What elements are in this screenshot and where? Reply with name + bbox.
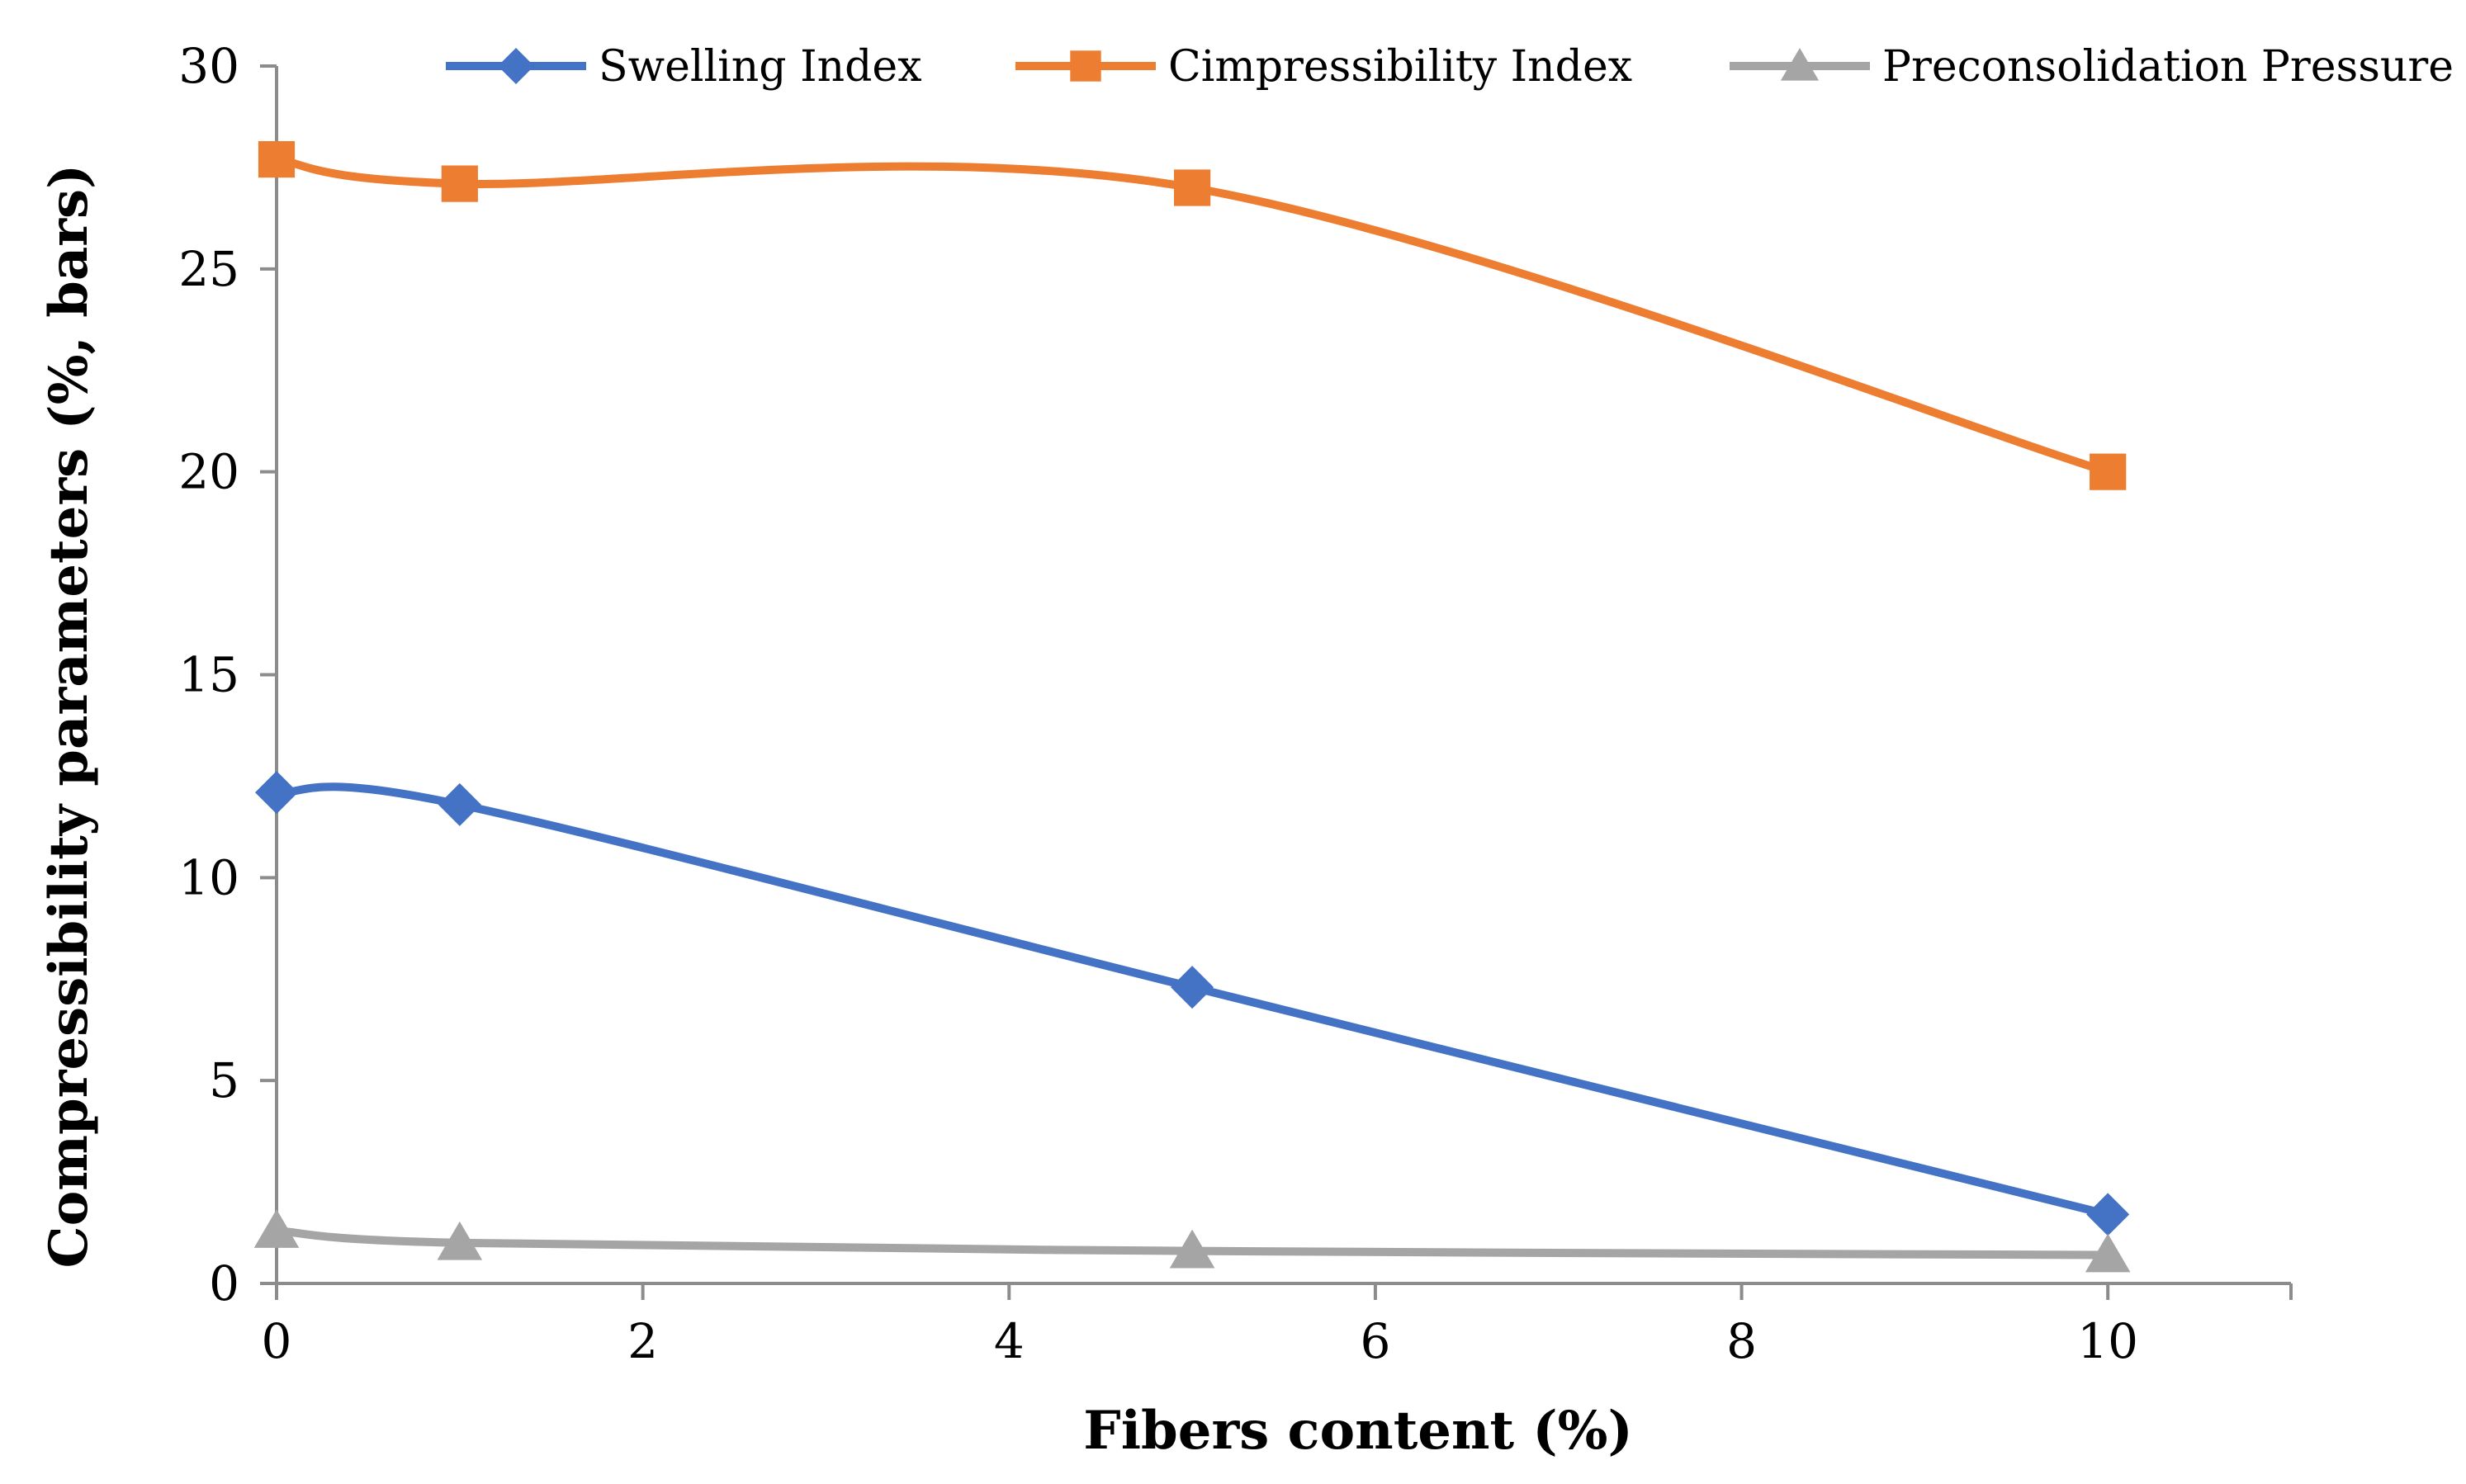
- legend: Swelling Index Cimpressibility Index Preco…: [446, 42, 2454, 92]
- y-tick-label: 25: [178, 241, 239, 297]
- y-tick-label: 0: [209, 1255, 239, 1311]
- data-point-swelling-index: [255, 771, 298, 815]
- legend-marker: [498, 48, 534, 84]
- series-layer: [253, 140, 2131, 1273]
- axes: 0 5 10 15 20 25 30 0 2 4 6 8 10: [178, 38, 2293, 1369]
- legend-label: Cimpressibility Index: [1168, 42, 1632, 92]
- data-point-swelling-index: [1171, 966, 1214, 1009]
- y-tick-label: 30: [178, 38, 239, 94]
- data-point-cimpressibility-index: [2090, 453, 2127, 490]
- data-point-preconsolidation-pressure: [2085, 1233, 2131, 1273]
- data-point-swelling-index: [2086, 1193, 2130, 1236]
- legend-marker: [1780, 48, 1820, 81]
- data-point-swelling-index: [438, 782, 481, 826]
- legend-item-swelling-index: Swelling Index: [446, 42, 922, 92]
- y-tick-label: 15: [178, 647, 239, 703]
- series-line-preconsolidation-pressure: [272, 1226, 2113, 1260]
- legend-marker: [1070, 50, 1101, 82]
- data-point-cimpressibility-index: [441, 165, 478, 202]
- series-line-swelling-index: [272, 782, 2113, 1219]
- y-tick-label: 5: [209, 1052, 239, 1108]
- x-tick-label: 2: [627, 1313, 658, 1369]
- legend-label: Swelling Index: [599, 42, 922, 92]
- y-tick-label: 20: [178, 444, 239, 500]
- x-tick-label: 6: [1360, 1313, 1390, 1369]
- series-swelling-index: [255, 771, 2130, 1236]
- x-axis-title: Fibers content (%): [1083, 1400, 1632, 1462]
- y-axis-title: Compressibility parameters (%, bars): [38, 164, 100, 1269]
- legend-item-preconsolidation-pressure: Preconsolidation Pressure: [1730, 42, 2454, 92]
- series-line-cimpressibility-index: [272, 155, 2113, 476]
- data-point-cimpressibility-index: [1173, 169, 1211, 206]
- x-tick-label: 4: [994, 1313, 1025, 1369]
- series-cimpressibility-index: [258, 140, 2127, 490]
- x-tick-label: 8: [1726, 1313, 1757, 1369]
- y-tick-label: 10: [178, 849, 239, 905]
- x-tick-label: 10: [2077, 1313, 2138, 1369]
- data-point-preconsolidation-pressure: [437, 1221, 483, 1260]
- x-tick-label: 0: [262, 1313, 292, 1369]
- data-point-preconsolidation-pressure: [1169, 1229, 1215, 1269]
- data-point-cimpressibility-index: [258, 140, 296, 178]
- legend-item-cimpressibility-index: Cimpressibility Index: [1015, 42, 1632, 92]
- legend-label: Preconsolidation Pressure: [1882, 42, 2454, 92]
- series-preconsolidation-pressure: [253, 1209, 2131, 1273]
- data-point-preconsolidation-pressure: [253, 1209, 300, 1248]
